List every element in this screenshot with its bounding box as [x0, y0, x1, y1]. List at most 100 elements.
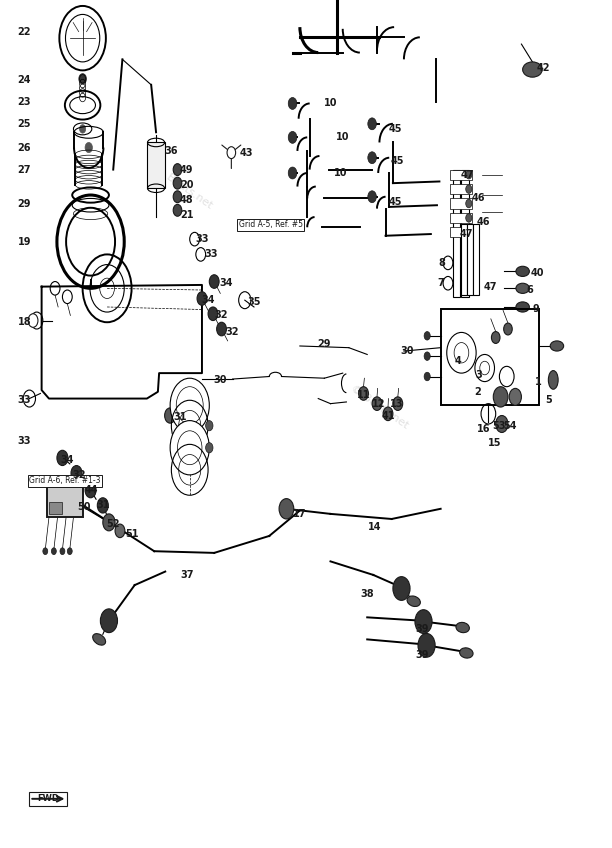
Circle shape: [208, 307, 218, 321]
Text: 8: 8: [438, 258, 446, 268]
Bar: [450, 227, 472, 237]
Text: 25: 25: [18, 119, 31, 129]
Text: 51: 51: [125, 529, 139, 539]
Circle shape: [209, 275, 219, 288]
Text: 3: 3: [475, 370, 482, 380]
Text: 44: 44: [85, 485, 99, 495]
Bar: [450, 198, 472, 209]
Text: 45: 45: [389, 197, 402, 207]
Text: 34: 34: [201, 295, 215, 305]
Circle shape: [288, 98, 297, 109]
Text: 30: 30: [214, 375, 227, 385]
Circle shape: [85, 142, 92, 153]
Text: 47: 47: [484, 282, 498, 292]
Text: 54: 54: [504, 421, 517, 431]
Circle shape: [71, 466, 82, 481]
Circle shape: [288, 167, 297, 179]
Text: 45: 45: [389, 124, 402, 134]
Text: 14: 14: [368, 522, 381, 533]
Circle shape: [279, 499, 294, 519]
Text: 37: 37: [181, 570, 194, 580]
Text: 46: 46: [477, 217, 490, 227]
Circle shape: [491, 332, 500, 343]
Text: 34: 34: [61, 455, 74, 465]
Text: 47: 47: [460, 229, 473, 239]
Text: 39: 39: [416, 650, 429, 660]
Ellipse shape: [407, 596, 420, 606]
Circle shape: [415, 610, 432, 633]
Text: 35: 35: [247, 297, 261, 307]
Text: 17: 17: [293, 509, 307, 519]
Text: 10: 10: [324, 98, 337, 109]
Text: 42: 42: [537, 63, 550, 73]
Ellipse shape: [456, 622, 469, 633]
Bar: [461, 224, 467, 295]
Text: 47: 47: [461, 170, 474, 180]
Text: 46: 46: [472, 193, 485, 204]
Text: 13: 13: [390, 399, 403, 409]
Bar: [450, 184, 472, 194]
Circle shape: [97, 498, 108, 513]
Text: 21: 21: [180, 210, 193, 220]
Text: 7: 7: [437, 278, 444, 288]
Ellipse shape: [516, 283, 529, 293]
Ellipse shape: [523, 62, 542, 77]
Text: 24: 24: [18, 75, 31, 85]
Text: 38: 38: [360, 589, 374, 599]
Text: 43: 43: [239, 148, 253, 158]
Text: 36: 36: [165, 146, 178, 156]
Text: 49: 49: [180, 165, 193, 175]
Text: Grid A-5, Ref. #5: Grid A-5, Ref. #5: [239, 220, 303, 229]
Circle shape: [170, 421, 209, 475]
Text: 1: 1: [535, 377, 542, 387]
Circle shape: [197, 292, 207, 305]
Circle shape: [393, 397, 403, 410]
Ellipse shape: [516, 266, 529, 276]
Text: 22: 22: [18, 27, 31, 37]
Bar: [450, 170, 472, 180]
Text: 32: 32: [215, 310, 228, 321]
Circle shape: [206, 421, 213, 431]
Text: 2: 2: [474, 387, 481, 397]
Circle shape: [466, 199, 472, 208]
Text: 33: 33: [18, 395, 31, 405]
Text: 6: 6: [526, 285, 534, 295]
Circle shape: [359, 387, 368, 400]
Circle shape: [466, 170, 472, 179]
Bar: [49, 502, 62, 514]
Text: 34: 34: [220, 278, 233, 288]
Bar: [453, 170, 460, 297]
Text: 9: 9: [532, 304, 540, 314]
Bar: [47, 487, 83, 517]
Text: 52: 52: [106, 519, 119, 529]
Circle shape: [80, 125, 86, 133]
Circle shape: [173, 204, 182, 216]
Text: 29: 29: [318, 339, 331, 349]
Circle shape: [57, 450, 68, 466]
Text: 4: 4: [454, 356, 461, 366]
Circle shape: [28, 314, 38, 327]
Circle shape: [424, 352, 430, 360]
Text: FWD: FWD: [37, 795, 59, 803]
Text: 32: 32: [226, 327, 239, 338]
Circle shape: [504, 323, 512, 335]
Circle shape: [393, 577, 410, 600]
Circle shape: [43, 548, 48, 555]
Bar: [147, 142, 165, 188]
Circle shape: [383, 407, 393, 421]
Bar: [29, 792, 67, 806]
Ellipse shape: [92, 633, 106, 645]
Text: 33: 33: [195, 234, 209, 244]
Ellipse shape: [516, 302, 529, 312]
Circle shape: [67, 548, 72, 555]
Circle shape: [60, 548, 65, 555]
Circle shape: [173, 191, 182, 203]
Circle shape: [79, 74, 86, 84]
Bar: [467, 224, 473, 295]
Text: © Boats.net: © Boats.net: [349, 383, 410, 431]
Circle shape: [424, 372, 430, 381]
Text: 32: 32: [73, 470, 86, 480]
Ellipse shape: [548, 371, 558, 389]
Circle shape: [173, 177, 182, 189]
Text: 29: 29: [18, 198, 31, 209]
